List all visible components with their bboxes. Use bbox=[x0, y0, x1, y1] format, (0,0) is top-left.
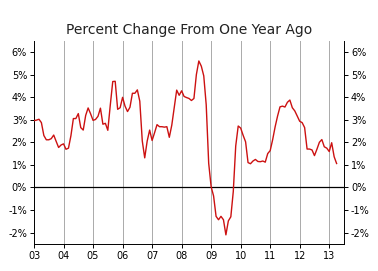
Title: Percent Change From One Year Ago: Percent Change From One Year Ago bbox=[66, 23, 312, 37]
